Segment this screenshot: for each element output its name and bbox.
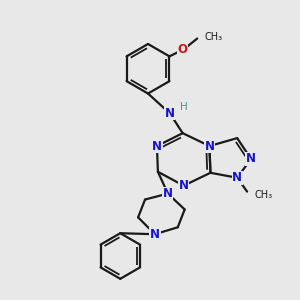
Text: N: N (150, 228, 160, 241)
Text: N: N (246, 152, 256, 165)
Text: H: H (180, 102, 188, 112)
Text: N: N (204, 140, 214, 152)
Text: CH₃: CH₃ (254, 190, 272, 200)
Text: O: O (177, 43, 187, 56)
Text: N: N (152, 140, 162, 152)
Text: N: N (163, 187, 173, 200)
Text: N: N (232, 171, 242, 184)
Text: CH₃: CH₃ (204, 32, 222, 42)
Text: N: N (165, 107, 175, 120)
Text: N: N (179, 179, 189, 192)
